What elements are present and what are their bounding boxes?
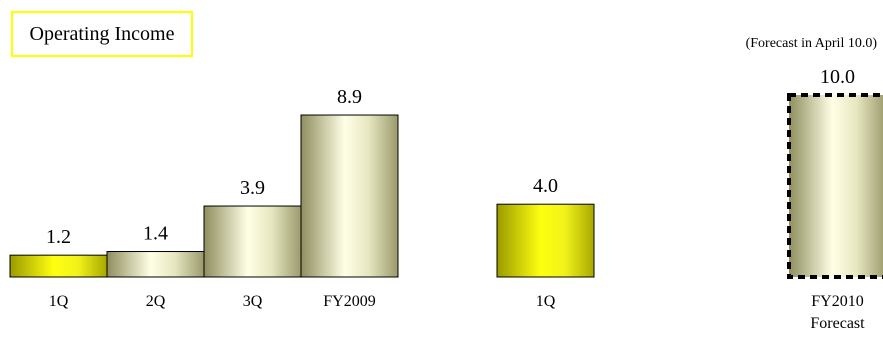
bar [203,205,302,278]
category-label: FY2010 Forecast [810,293,865,332]
category-label: 3Q [243,293,263,310]
value-label: 1.2 [46,226,71,248]
bar [9,254,108,278]
value-label: 1.4 [143,223,168,245]
forecast-note: (Forecast in April 10.0) [745,36,877,51]
chart-title: Operating Income [11,11,193,57]
bar [496,203,595,278]
bar-forecast [787,93,883,279]
category-label: FY2009 [323,293,375,310]
value-label: 10.0 [820,66,855,88]
category-label: 1Q [49,293,69,310]
value-label: 8.9 [337,86,362,108]
category-label: 1Q [536,293,556,310]
value-label: 3.9 [240,177,265,199]
value-label: 4.0 [533,175,558,197]
bar [300,114,399,278]
bar [106,251,205,278]
category-label: 2Q [146,293,166,310]
